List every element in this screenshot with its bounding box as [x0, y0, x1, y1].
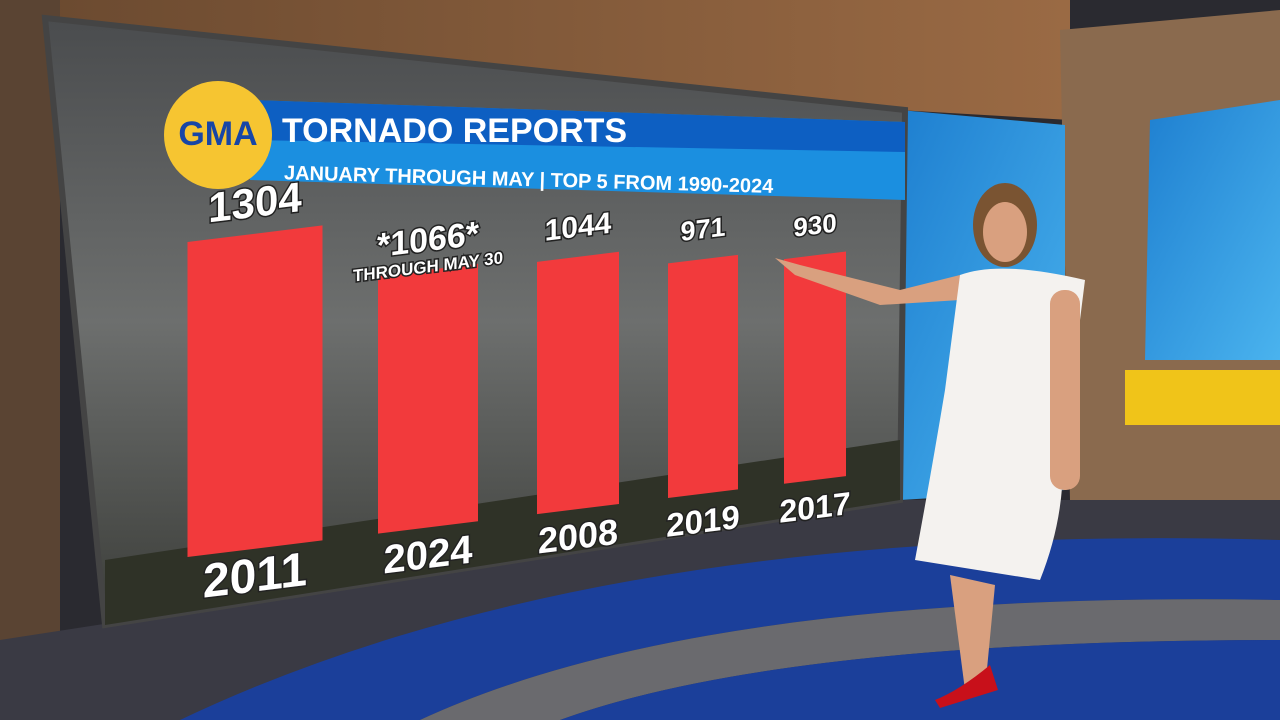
- title-banner-top: [250, 100, 905, 152]
- bar: [668, 254, 738, 498]
- left-column: [0, 0, 60, 650]
- value-label: 1304: [208, 173, 302, 231]
- bar: [187, 225, 323, 557]
- side-screen: [1145, 100, 1280, 360]
- logo-circle: [164, 81, 272, 189]
- plot: 13042011*1066*20241044200897120199302017…: [187, 172, 852, 610]
- value-label: 1044: [545, 207, 612, 248]
- x-tick-label: 2008: [538, 511, 618, 562]
- floor-arc: [180, 538, 1280, 720]
- floor-arc: [420, 599, 1280, 720]
- bar: [784, 251, 846, 484]
- bar: [378, 263, 478, 534]
- value-label: 971: [680, 211, 725, 247]
- presenter: [775, 183, 1085, 708]
- value-label: 930: [793, 208, 836, 243]
- side-panel: [1125, 370, 1280, 425]
- chart-title: TORNADO REPORTS: [282, 112, 627, 150]
- wall-panel: [40, 0, 1070, 120]
- bar: [537, 251, 619, 515]
- floor-arc: [560, 640, 1280, 720]
- logo: GMA: [178, 115, 257, 153]
